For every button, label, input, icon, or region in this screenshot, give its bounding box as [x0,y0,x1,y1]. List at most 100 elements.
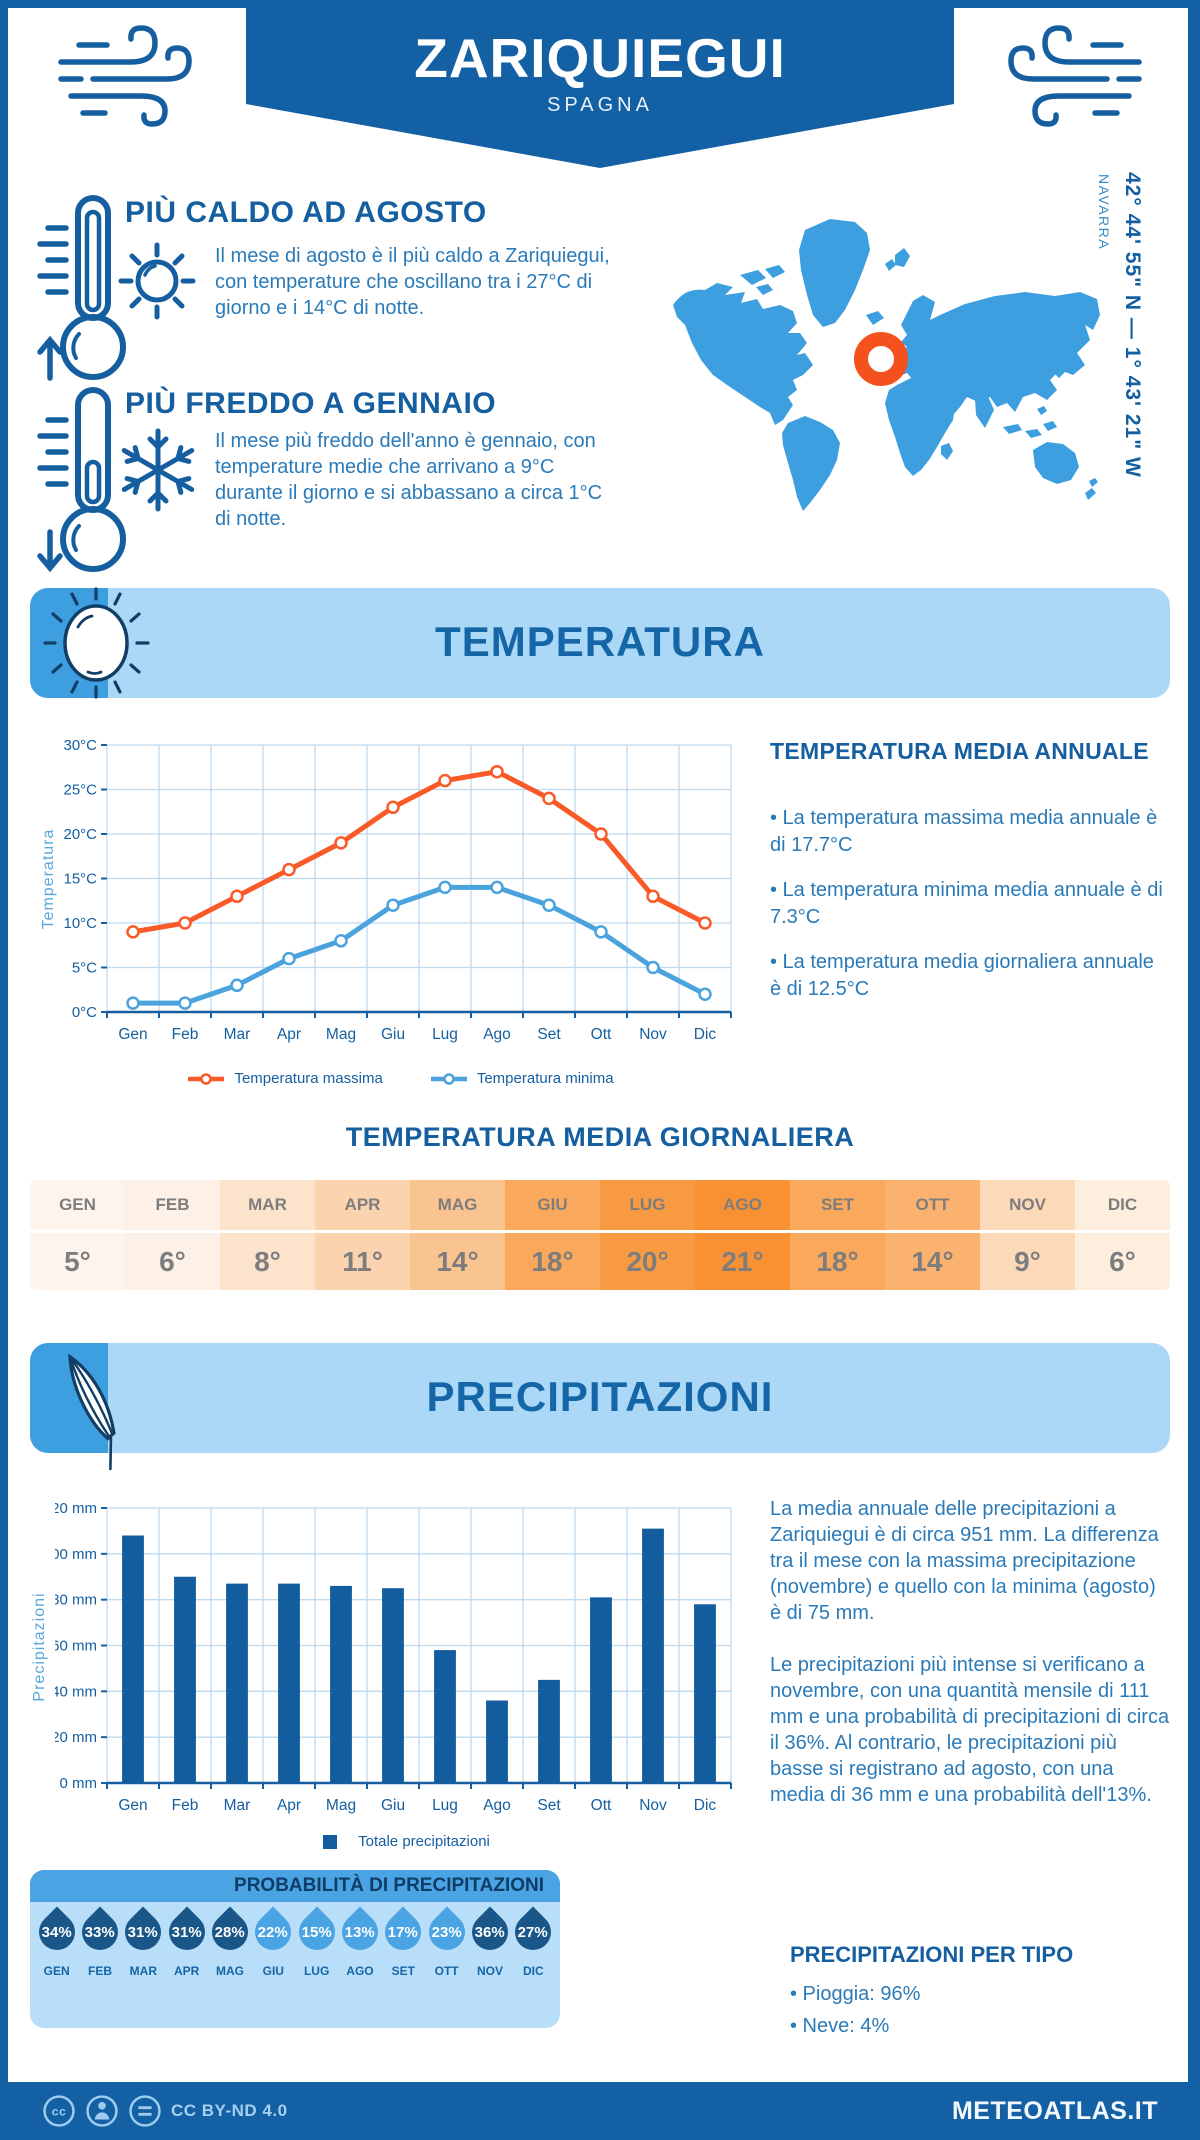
table-value-cell: 18° [505,1233,600,1290]
x-tick-label: Ott [591,1026,612,1043]
wind-icon [58,25,192,127]
x-tick-label: Gen [118,1797,147,1814]
precipitation-types-block: PRECIPITAZIONI PER TIPO • Pioggia: 96% •… [790,1942,1170,2042]
table-value-cell: 8° [220,1233,315,1290]
probability-title: PROBABILITÀ DI PRECIPITAZIONI [30,1870,560,1902]
page-title: ZARIQUIEGUI [414,27,786,89]
legend-item: Temperatura minima [429,1070,614,1087]
license-block: cc CC BY-ND 4.0 [42,2094,288,2128]
probability-month: GIU [262,1964,284,1978]
probability-value: 17% [388,1923,419,1941]
y-tick-label: 15°C [63,871,97,888]
cold-title: PIÙ FREDDO A GENNAIO [125,387,497,420]
x-tick-label: Apr [277,1026,301,1043]
probability-value: 15% [301,1923,332,1941]
data-point [282,951,296,966]
probability-value: 31% [128,1923,159,1941]
x-tick-label: Ott [591,1797,612,1814]
precipitation-banner: PRECIPITAZIONI [30,1343,1170,1471]
y-tick-label: 0°C [72,1004,97,1021]
bar [330,1585,352,1783]
precip-chart-legend: Totale precipitazioni [55,1833,745,1850]
temp-chart-legend: Temperatura massima Temperatura minima [55,1070,745,1087]
y-tick-label: 80 mm [55,1592,97,1609]
table-value-cell: 21° [695,1233,790,1290]
thermometer-hot-icon [37,195,126,381]
probability-column: 31% MAR [117,1902,169,1978]
map-land [673,219,1100,511]
probability-value: 36% [474,1923,505,1941]
probability-month: NOV [476,1964,503,1978]
annual-bullet: • La temperatura minima media annuale è … [770,879,1163,928]
probability-column: 31% APR [161,1902,213,1978]
table-month-cell: DIC [1075,1180,1170,1230]
warm-title: PIÙ CALDO AD AGOSTO [125,196,487,229]
legend-marker [430,1072,467,1085]
probability-box: PROBABILITÀ DI PRECIPITAZIONI 34% GEN 33% F… [30,1870,560,2028]
table-month-cell: OTT [885,1180,980,1230]
raindrop-icon: 22% [247,1906,299,1958]
y-tick-label: 20 mm [55,1729,97,1746]
warm-text: Il mese di agosto è il più caldo a Zariq… [215,245,610,319]
x-tick-label: Lug [432,1026,458,1043]
table-month-cell: MAR [220,1180,315,1230]
x-tick-label: Set [537,1026,561,1043]
annual-temperature-block: TEMPERATURA MEDIA ANNUALE • La temperatu… [770,738,1170,1021]
header-ribbon: ZARIQUIEGUI SPAGNA [246,8,954,168]
data-point [542,898,556,912]
data-point [178,996,192,1010]
data-point [594,925,608,939]
legend-item: Temperatura massima [186,1070,383,1087]
x-tick-label: Nov [639,1797,667,1814]
probability-column: 15% LUG [291,1902,343,1978]
table-month-cell: GEN [30,1180,125,1230]
data-point [646,960,660,975]
probability-month: MAR [129,1964,157,1978]
precipitation-bar-chart: 0 mm 20 mm 40 mm 60 mm 80 mm 100 mm 120 mm Gen F… [55,1500,732,1814]
legend-label: Temperatura massima [234,1070,383,1087]
table-value-cell: 14° [410,1233,505,1290]
precip-chart-ylabel: Precipitazioni [31,1592,48,1702]
legend-item: Totale precipitazioni [310,1833,490,1850]
precipitation-paragraph: La media annuale delle precipitazioni a … [770,1498,1159,1624]
data-point [334,836,348,850]
raindrop-icon: 17% [377,1906,429,1958]
temperature-banner: TEMPERATURA [30,587,1170,699]
table-month-cell: NOV [980,1180,1075,1230]
data-point [126,996,140,1010]
table-value-cell: 11° [315,1233,410,1290]
series-line [130,884,708,1006]
x-tick-label: Ago [483,1797,511,1814]
bar [174,1576,196,1783]
probability-month: DIC [522,1964,544,1978]
no-derivatives-icon [129,2095,161,2127]
probability-column: 33% FEB [74,1902,126,1978]
bar [122,1535,144,1783]
data-point [178,916,192,930]
bar [694,1604,716,1783]
data-point [438,773,452,788]
thermometer-cold-icon [37,387,126,573]
annual-bullet: • La temperatura massima media annuale è… [770,807,1158,856]
table-value-cell: 6° [1075,1233,1170,1290]
frame-right [1188,0,1200,2140]
y-tick-label: 60 mm [55,1638,97,1655]
data-point [490,880,504,895]
x-tick-label: Dic [694,1797,717,1814]
temperature-section-title: TEMPERATURA [435,618,765,665]
bar [486,1700,508,1783]
x-tick-label: Feb [172,1026,199,1043]
table-month-cell: GIU [505,1180,600,1230]
coordinates-text: 42° 44' 55" N — 1° 43' 21" W [1121,172,1144,478]
probability-month: OTT [434,1964,459,1978]
location-marker [854,332,908,386]
world-map [673,219,1100,511]
attribution-person-icon [86,2095,118,2127]
probability-value: 31% [171,1923,202,1941]
table-month-cell: FEB [125,1180,220,1230]
legend-label: Temperatura minima [476,1070,614,1087]
cc-icon: cc [43,2095,75,2127]
probability-value: 22% [258,1923,289,1941]
table-value-cell: 9° [980,1233,1075,1290]
